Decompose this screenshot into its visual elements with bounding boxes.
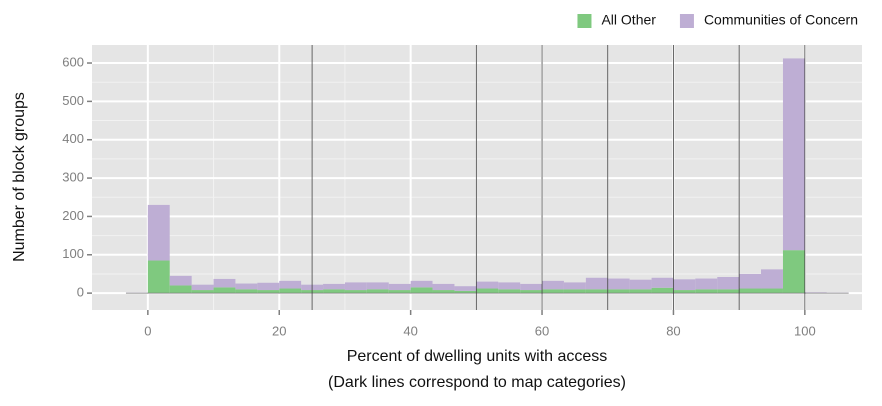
histogram-bar (563, 282, 586, 290)
legend-swatch (577, 14, 592, 28)
x-tick-label: 0 (144, 323, 151, 338)
x-tick-label: 100 (794, 323, 816, 338)
histogram-bar (498, 289, 521, 294)
histogram-bar (191, 290, 214, 294)
x-axis-title: Percent of dwelling units with access (347, 348, 608, 365)
histogram-bar (542, 280, 564, 290)
histogram-bar (717, 289, 740, 294)
x-axis-subtitle: (Dark lines correspond to map categories… (328, 374, 626, 391)
histogram-bar (739, 273, 762, 289)
histogram-bar (651, 277, 674, 288)
y-tick-label: 100 (62, 246, 84, 261)
x-tick-label: 60 (535, 323, 549, 338)
histogram-bar (169, 285, 192, 294)
histogram-bar (585, 277, 608, 290)
histogram-bar (147, 260, 170, 294)
x-tick-label: 20 (272, 323, 286, 338)
y-tick-label: 200 (62, 208, 84, 223)
histogram-bar (629, 279, 652, 290)
histogram-bar (761, 288, 783, 294)
histogram-bar (213, 278, 236, 288)
legend: Communities of Concern All Other (577, 12, 858, 28)
histogram-bar (191, 284, 214, 291)
histogram-bar (388, 283, 411, 291)
histogram-bar (366, 289, 389, 294)
histogram-bar (323, 289, 345, 294)
histogram-bar (279, 288, 302, 294)
histogram-bar (410, 280, 433, 288)
y-tick-label: 300 (62, 170, 84, 185)
histogram-bar (607, 278, 630, 290)
histogram-bar (695, 278, 718, 290)
histogram-bar (782, 58, 805, 251)
legend-label: All Other (601, 12, 656, 28)
histogram-bar (717, 277, 740, 290)
histogram-bar (607, 289, 630, 294)
y-tick-label: 600 (62, 54, 84, 69)
histogram-bar (344, 282, 367, 291)
histogram-bar (257, 290, 280, 294)
histogram-bar (673, 279, 696, 291)
histogram-bar (235, 283, 258, 290)
histogram-bar (542, 289, 564, 294)
y-tick-label: 500 (62, 93, 84, 108)
histogram-bar (629, 289, 652, 294)
histogram-bar (651, 287, 674, 294)
histogram-bar (520, 283, 543, 291)
histogram-bar (739, 288, 762, 294)
histogram-bar (366, 282, 389, 290)
histogram-bar (454, 290, 477, 294)
histogram-bar (344, 290, 367, 294)
histogram-bar (563, 289, 586, 294)
histogram-bar (213, 287, 236, 294)
histogram-bar (147, 204, 170, 261)
histogram-bar (410, 287, 433, 294)
histogram-bar (454, 286, 477, 291)
histogram-bar (498, 282, 521, 290)
histogram-bar (257, 282, 280, 291)
histogram-bar (279, 280, 302, 289)
legend-swatch (679, 14, 694, 28)
legend-label: Communities of Concern (704, 12, 858, 28)
histogram-bar (520, 290, 543, 294)
histogram-bar (782, 250, 805, 294)
histogram-bar (695, 289, 718, 294)
histogram-bar (476, 281, 499, 289)
histogram-bar (388, 290, 411, 294)
histogram-bar (323, 283, 345, 290)
histogram-bar (432, 283, 455, 291)
y-axis-title: Number of block groups (11, 92, 28, 262)
histogram-bar (476, 288, 499, 294)
histogram-bar (235, 289, 258, 294)
y-tick-label: 0 (77, 285, 84, 300)
histogram-bar (432, 290, 455, 294)
histogram-bar (673, 290, 696, 294)
histogram-bar (169, 275, 192, 286)
y-tick-label: 400 (62, 131, 84, 146)
histogram-bar (761, 269, 783, 289)
x-tick-label: 40 (403, 323, 417, 338)
histogram-bar (585, 289, 608, 294)
x-tick-label: 80 (666, 323, 680, 338)
